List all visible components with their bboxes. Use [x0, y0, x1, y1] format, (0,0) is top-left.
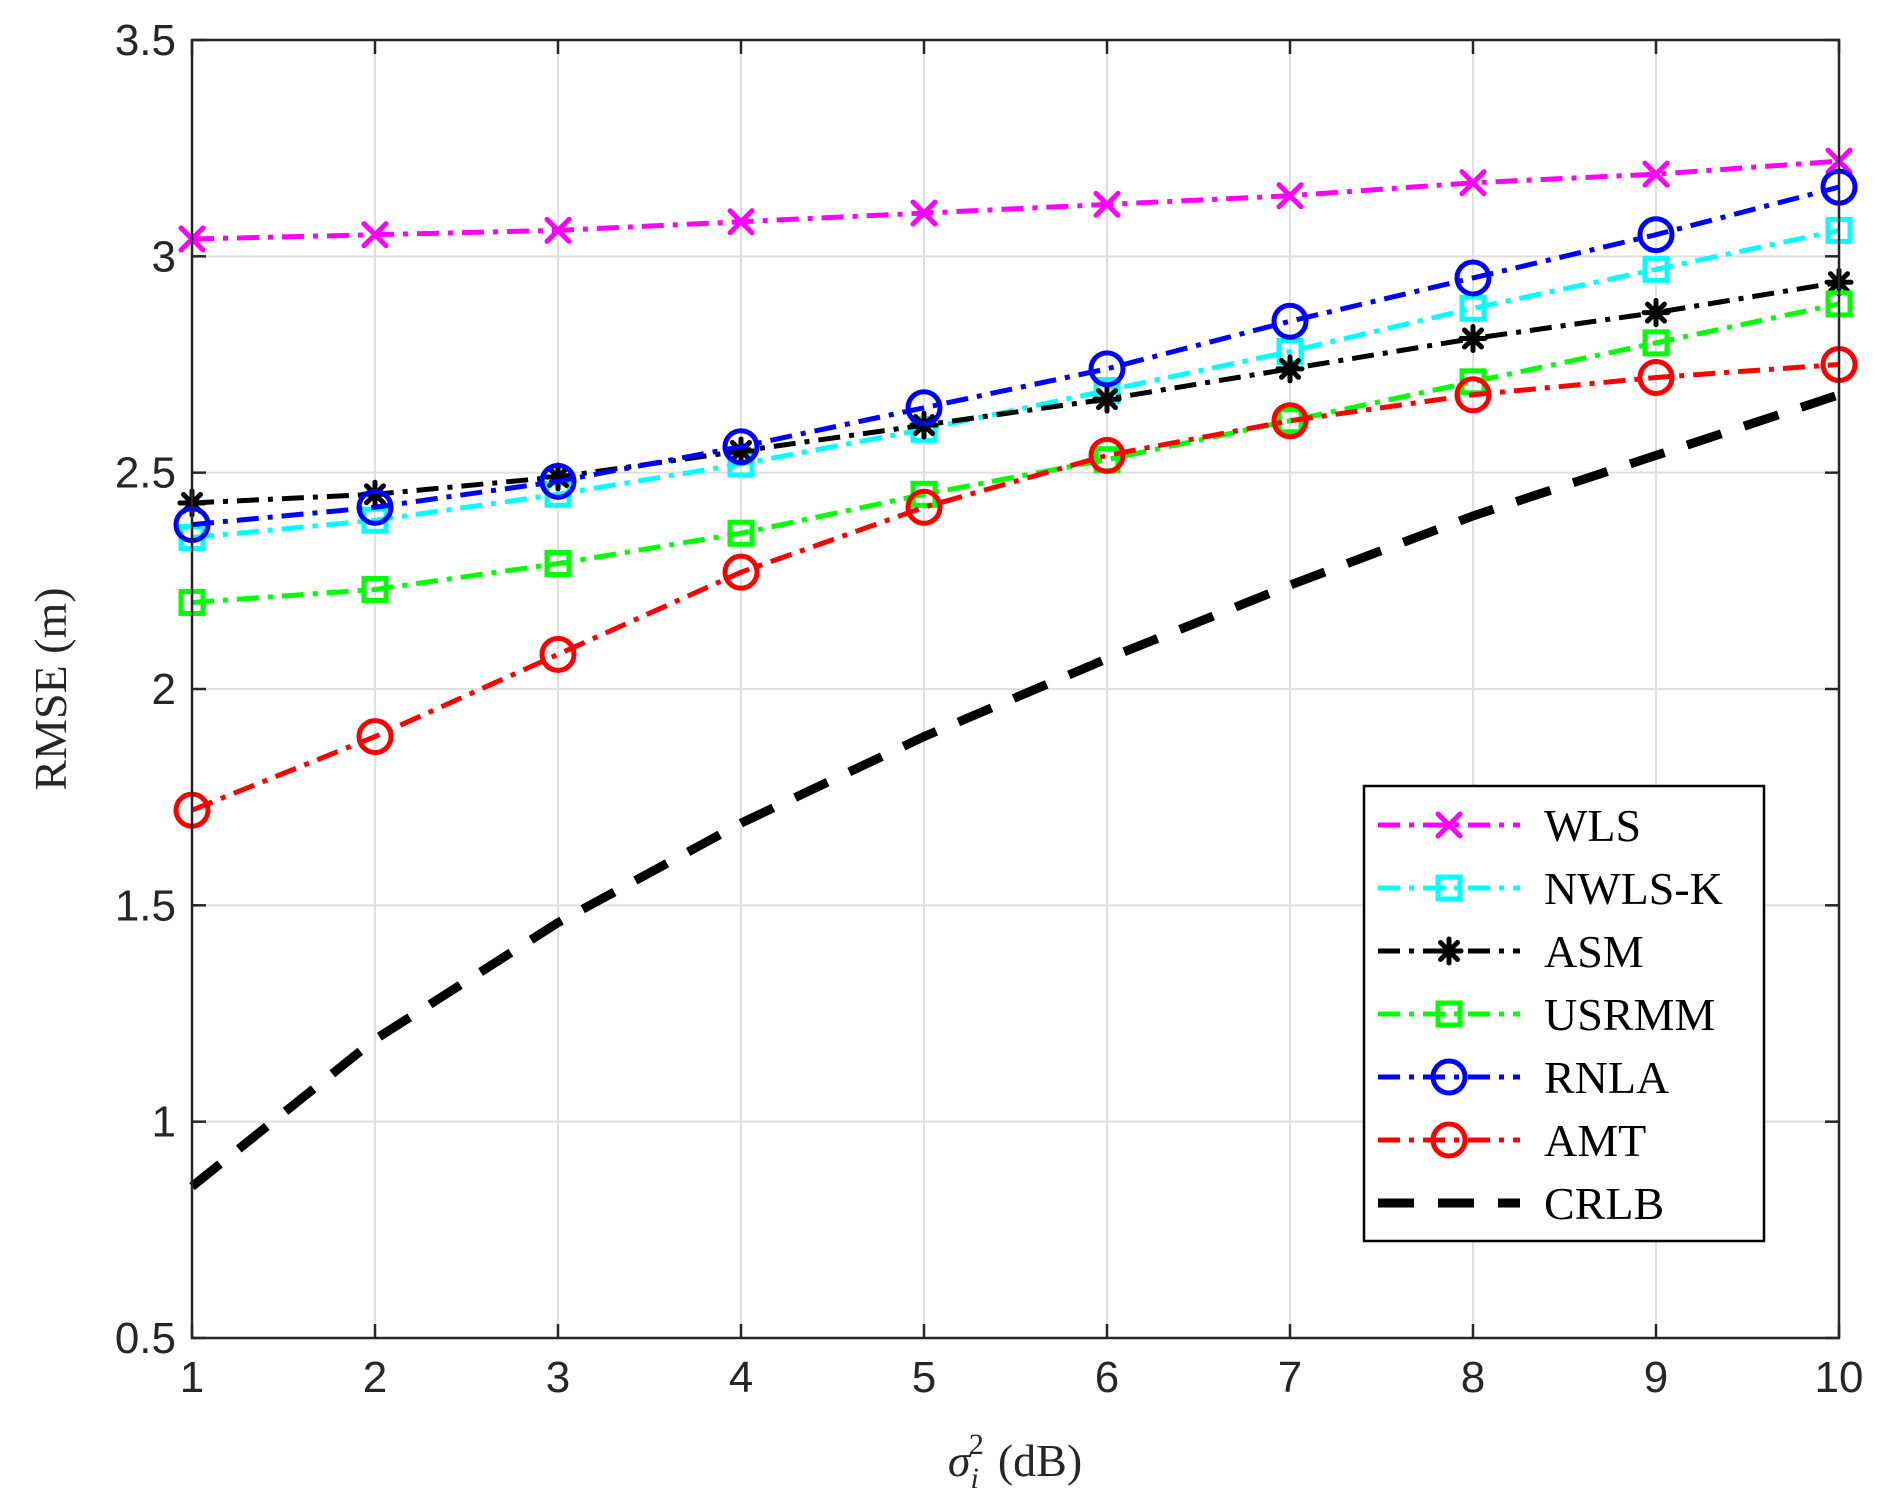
- data-point-rnla: [356, 488, 394, 526]
- data-point-usrmm: [1642, 329, 1670, 357]
- legend-marker-amt: [1430, 1121, 1468, 1159]
- data-point-amt: [1637, 358, 1675, 396]
- y-tick-label: 3.5: [115, 16, 176, 65]
- data-point-amt: [356, 718, 394, 756]
- data-point-usrmm: [727, 519, 755, 547]
- x-axis-label-symbol: σ: [948, 1435, 973, 1486]
- data-point-amt: [905, 488, 943, 526]
- series-amt: [173, 346, 1858, 829]
- series-line-wls: [191, 158, 1840, 242]
- legend-label-crlb: CRLB: [1544, 1178, 1664, 1229]
- data-point-usrmm: [544, 550, 572, 578]
- legend-marker-rnla: [1430, 1058, 1468, 1096]
- data-point-usrmm: [361, 575, 389, 603]
- data-point-asm: [1458, 324, 1488, 354]
- data-point-nwls-k: [1642, 255, 1670, 283]
- data-point-wls: [1642, 160, 1670, 188]
- x-tick-label: 3: [546, 1353, 570, 1402]
- data-point-asm: [1275, 354, 1305, 384]
- x-axis-label-superscript: 2: [969, 1428, 984, 1461]
- x-tick-label: 10: [1815, 1353, 1864, 1402]
- data-point-amt: [1454, 376, 1492, 414]
- data-point-rnla: [1271, 302, 1309, 340]
- data-point-wls: [727, 208, 755, 236]
- ticks: 1 2 3 4 5 6 7 8 9 100.511.522.533.5: [115, 16, 1864, 1402]
- y-tick-label: 3: [152, 232, 176, 281]
- data-point-wls: [1093, 190, 1121, 218]
- series-rnla: [173, 168, 1858, 544]
- y-tick-label: 1.5: [115, 881, 176, 930]
- legend-entry-asm: ASM: [1378, 926, 1644, 977]
- legend-marker-asm: [1434, 936, 1464, 966]
- legend-label-wls: WLS: [1544, 800, 1641, 851]
- y-tick-label: 2.5: [115, 449, 176, 498]
- legend-entry-wls: WLS: [1378, 800, 1641, 851]
- legend-label-nwls-k: NWLS-K: [1544, 863, 1723, 914]
- series-line-rnla: [191, 184, 1840, 528]
- x-tick-label: 7: [1278, 1353, 1302, 1402]
- y-tick-label: 1: [152, 1098, 176, 1147]
- series-line-usrmm: [191, 301, 1840, 605]
- legend-marker-nwls-k: [1435, 874, 1463, 902]
- x-axis-label-subscript: i: [971, 1462, 979, 1495]
- x-axis-label: σi2 (dB): [948, 1428, 1082, 1495]
- data-point-amt: [1271, 402, 1309, 440]
- data-point-nwls-k: [1459, 294, 1487, 322]
- data-point-amt: [539, 635, 577, 673]
- data-point-rnla: [905, 389, 943, 427]
- x-tick-label: 6: [1095, 1353, 1119, 1402]
- y-tick-label: 2: [152, 665, 176, 714]
- data-point-wls: [1459, 169, 1487, 197]
- data-point-amt: [722, 553, 760, 591]
- x-tick-label: 9: [1644, 1353, 1668, 1402]
- legend: WLS NWLS-K ASM USRMM RNLA AMT CRLB: [1362, 784, 1766, 1243]
- legend-marker-wls: [1435, 811, 1463, 839]
- data-point-rnla: [1637, 216, 1675, 254]
- legend-entry-amt: AMT: [1378, 1115, 1646, 1166]
- legend-label-usrmm: USRMM: [1544, 989, 1715, 1040]
- legend-label-asm: ASM: [1544, 926, 1644, 977]
- data-point-rnla: [539, 462, 577, 500]
- data-point-wls: [361, 221, 389, 249]
- data-point-wls: [544, 216, 572, 244]
- x-axis-label-unit: (dB): [998, 1435, 1082, 1486]
- legend-label-rnla: RNLA: [1544, 1052, 1669, 1103]
- x-tick-label: 1: [180, 1353, 204, 1402]
- legend-entry-nwls-k: NWLS-K: [1378, 863, 1723, 914]
- x-tick-label: 5: [912, 1353, 936, 1402]
- series-line-amt: [191, 362, 1840, 813]
- data-point-rnla: [1088, 350, 1126, 388]
- legend-entry-crlb: CRLB: [1378, 1178, 1664, 1229]
- x-tick-label: 8: [1461, 1353, 1485, 1402]
- legend-entry-usrmm: USRMM: [1378, 989, 1715, 1040]
- y-axis-label: RMSE (m): [25, 587, 76, 790]
- data-point-wls: [1276, 182, 1304, 210]
- data-point-amt: [1088, 436, 1126, 474]
- y-tick-label: 0.5: [115, 1314, 176, 1363]
- legend-entry-rnla: RNLA: [1378, 1052, 1669, 1103]
- series-line-nwls-k: [191, 227, 1840, 541]
- series-layer: [173, 147, 1858, 1191]
- legend-marker-usrmm: [1435, 1000, 1463, 1028]
- series-crlb: [189, 390, 1841, 1191]
- x-tick-label: 4: [729, 1353, 753, 1402]
- data-point-rnla: [1454, 259, 1492, 297]
- legend-label-amt: AMT: [1544, 1115, 1646, 1166]
- data-point-wls: [910, 199, 938, 227]
- series-line-asm: [191, 279, 1840, 506]
- data-point-asm: [1641, 298, 1671, 328]
- data-point-asm: [1092, 384, 1122, 414]
- data-point-asm: [360, 479, 390, 509]
- series-line-crlb: [189, 390, 1841, 1191]
- x-tick-label: 2: [363, 1353, 387, 1402]
- series-wls: [178, 147, 1853, 253]
- data-point-rnla: [722, 428, 760, 466]
